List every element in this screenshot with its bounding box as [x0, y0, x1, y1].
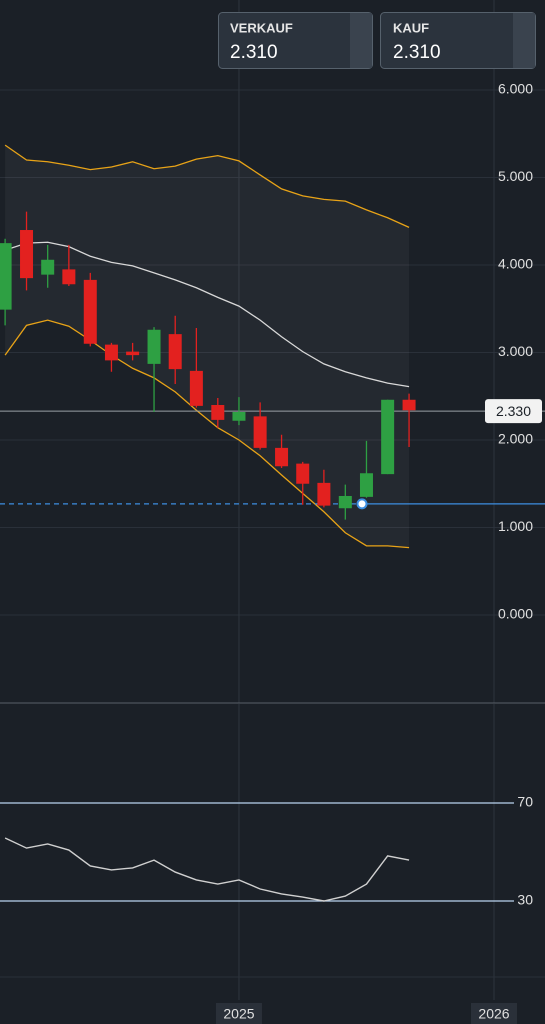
y-tick-label: 30	[517, 892, 533, 908]
plot	[0, 144, 545, 902]
y-tick-label: 6.000	[498, 81, 533, 97]
sell-label: VERKAUF	[230, 20, 293, 35]
candle-body	[275, 447, 289, 467]
candle-body	[126, 351, 140, 356]
x-tick-label: 2025	[223, 1006, 254, 1022]
candle-body	[359, 473, 373, 497]
y-tick-label: 3.000	[498, 343, 533, 359]
buy-label: KAUF	[393, 20, 429, 35]
candle-body	[104, 344, 118, 361]
candle-body	[253, 416, 267, 448]
buy-button[interactable]: KAUF 2.310	[380, 12, 536, 69]
candle-body	[147, 329, 161, 364]
y-tick-label: 1.000	[498, 518, 533, 534]
rsi-line	[4, 837, 410, 902]
candle-body	[402, 399, 416, 411]
y-tick-label: 0.000	[498, 606, 533, 622]
candle-body	[189, 370, 203, 406]
candle-body	[41, 259, 55, 275]
band-middle	[4, 241, 410, 388]
candle-body	[317, 482, 331, 506]
candle-body	[211, 405, 225, 420]
labels: 0.000 1.000 2.000 3.000 4.000 5.000 6.000 2.330…	[215, 81, 542, 1024]
y-tick-label: 5.000	[498, 168, 533, 184]
candle-body	[83, 279, 97, 344]
sell-price: 2.310	[230, 42, 278, 63]
buy-price: 2.310	[393, 42, 441, 63]
candle-body	[232, 412, 246, 421]
band-fill	[5, 145, 410, 548]
x-tick-box	[470, 1003, 517, 1024]
candle-body	[381, 399, 395, 475]
buy-button-strip	[513, 13, 535, 68]
grid	[0, 0, 545, 1000]
buy-button-box[interactable]	[380, 12, 536, 69]
last-price-label: 2.330	[496, 403, 531, 419]
order-marker	[356, 498, 368, 510]
y-tick-label: 4.000	[498, 256, 533, 272]
candle-body	[168, 334, 182, 370]
sell-button-box[interactable]	[218, 12, 373, 69]
y-tick-label: 2.000	[498, 431, 533, 447]
band-lower	[4, 319, 410, 549]
y-tick-label: 70	[517, 794, 533, 810]
sell-button-strip	[350, 13, 372, 68]
candle-body	[62, 269, 76, 285]
last-price-box	[485, 399, 542, 424]
x-tick-label: 2026	[478, 1006, 509, 1022]
band-upper	[4, 144, 410, 228]
x-tick-box	[215, 1003, 262, 1024]
sell-button[interactable]: VERKAUF 2.310	[218, 12, 373, 69]
candle-body	[0, 243, 12, 310]
candle-body	[338, 495, 352, 509]
candle-body	[20, 230, 34, 279]
candle-body	[296, 463, 310, 484]
